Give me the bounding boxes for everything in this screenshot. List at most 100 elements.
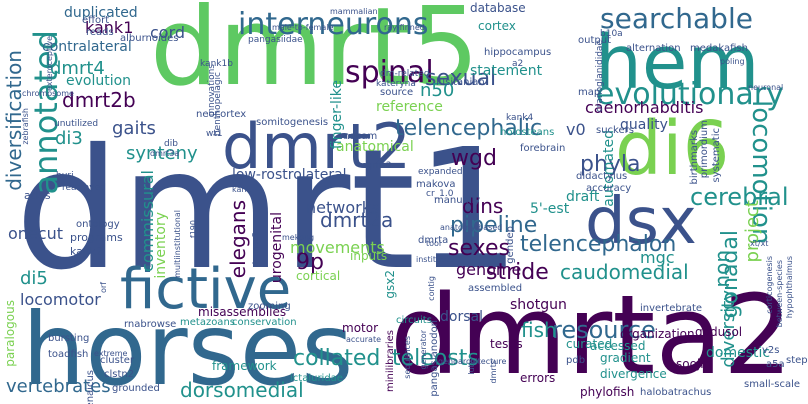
cloud-word: collated (293, 346, 381, 371)
cloud-word: sgms2 (362, 161, 392, 171)
cloud-word: systematic (711, 128, 722, 183)
cloud-word: cerebral (690, 183, 789, 211)
cloud-word: paralogous (3, 300, 17, 367)
cloud-word: motor (342, 321, 379, 335)
cloud-word: v2s (762, 345, 780, 356)
cloud-word: atlas (24, 189, 51, 202)
cloud-word: ray-finned (384, 23, 425, 32)
cloud-word: unutilized (54, 119, 99, 129)
cloud-word: soojin (676, 357, 712, 371)
cloud-word: dmrt2 (222, 110, 411, 183)
cloud-word: neuronal (748, 83, 784, 92)
cloud-word: reference (376, 99, 443, 115)
cloud-word: stride (486, 260, 549, 285)
cloud-word: elegans (226, 200, 250, 279)
cloud-word: resource (552, 316, 656, 344)
cloud-word: misassemblies (198, 305, 287, 319)
cloud-word: rnabrowse (124, 319, 177, 330)
cloud-word: dmrta2 (390, 271, 793, 399)
cloud-word: low-rostrolateral (232, 167, 347, 183)
cloud-word: lusitanian (436, 77, 485, 88)
cloud-word: zooming (248, 301, 291, 312)
cloud-word: conservation (232, 317, 297, 328)
cloud-word: 9p (296, 250, 324, 275)
cloud-word: lutz (467, 360, 476, 375)
cloud-word: dmrt3a (150, 149, 180, 158)
cloud-word: expanded (418, 167, 463, 177)
cloud-word: generator (419, 330, 428, 370)
cloud-word: manually (434, 195, 481, 206)
cloud-word: accessed (590, 339, 646, 353)
cloud-word: locomotion (746, 100, 776, 245)
cloud-word: curated (566, 337, 613, 351)
cloud-word: duplicated (64, 5, 138, 21)
cloud-word: dorsomedial (180, 378, 304, 402)
cloud-word: testis (490, 337, 523, 351)
cloud-word: pangasiidae (248, 35, 303, 45)
cloud-word: accuracy (586, 183, 632, 194)
cloud-word: ontology (76, 219, 120, 230)
cloud-word: corticogenesis (765, 256, 774, 314)
cloud-word: phylofish (580, 385, 635, 399)
cloud-word: domestic (706, 345, 771, 361)
cloud-word: pyrenaicus (85, 370, 96, 404)
cloud-word: benthopelagic (213, 72, 223, 137)
cloud-word: di3 (55, 128, 83, 149)
cloud-word: rhemac2 (251, 232, 260, 268)
cloud-word: assembled (468, 283, 523, 294)
cloud-word: a5a (766, 359, 785, 370)
cloud-word: networks (306, 198, 380, 217)
cloud-word: searchable (600, 2, 753, 35)
cloud-word: programs (70, 231, 123, 244)
cloud-word: fish (521, 318, 557, 342)
cloud-word: genoarchitecture (438, 357, 507, 366)
cloud-word: cluster (100, 355, 135, 366)
cloud-word: institutes (416, 255, 454, 264)
cloud-word: horses (22, 291, 354, 404)
cloud-word: mekong (282, 233, 315, 242)
cloud-word: ictaluridae (290, 373, 343, 384)
cloud-word: gaits (112, 118, 156, 139)
cloud-word: divergence (600, 367, 667, 381)
cloud-word: dm-related (380, 69, 430, 79)
cloud-word: contralateral (42, 39, 132, 55)
cloud-word: hem (595, 20, 760, 106)
cloud-word: dmrt5 (150, 0, 480, 110)
cloud-word: chromosome (22, 89, 74, 98)
cloud-word: evolutionary (596, 77, 784, 112)
cloud-word: locomotor (20, 290, 101, 309)
cloud-word: tool (426, 239, 442, 248)
cloud-word: kank1 (85, 18, 134, 37)
cloud-word: minilibraries (385, 330, 396, 393)
cloud-word: suckers (596, 125, 634, 136)
cloud-word: kank (232, 185, 252, 194)
cloud-word: errors (520, 371, 556, 385)
cloud-word: wgd (451, 146, 497, 171)
cloud-word: organization (620, 327, 695, 341)
cloud-word: interneurons (238, 7, 429, 42)
cloud-word: cord (150, 23, 186, 42)
cloud-word: huri (56, 171, 74, 181)
cloud-word: b10a (600, 29, 623, 39)
cloud-word: evolution (66, 73, 132, 89)
cloud-word: dmrt1 (15, 114, 522, 307)
cloud-word: non (710, 250, 734, 288)
cloud-word: multiinstitutional (173, 210, 182, 278)
cloud-word: bursting (48, 333, 90, 344)
cloud-word: hypophthalmus (785, 256, 794, 319)
cloud-word: anatomical (336, 139, 414, 155)
cloud-word: clstn2 (104, 369, 135, 380)
cloud-word: mgc (640, 248, 675, 267)
cloud-word: kank4 (506, 113, 534, 123)
cloud-word: dmrt2b (62, 88, 136, 112)
cloud-word: gadusol (695, 325, 743, 339)
cloud-word: v0 (566, 120, 586, 139)
cloud-word: between-species (775, 260, 784, 328)
cloud-word: dmrts (489, 360, 498, 384)
cloud-word: male-to-female (272, 23, 334, 32)
cloud-word: alternation (626, 43, 681, 54)
cloud-word: telencephalon (520, 232, 677, 257)
cloud-word: a2 (512, 59, 524, 69)
cloud-word: cortex (478, 19, 516, 33)
